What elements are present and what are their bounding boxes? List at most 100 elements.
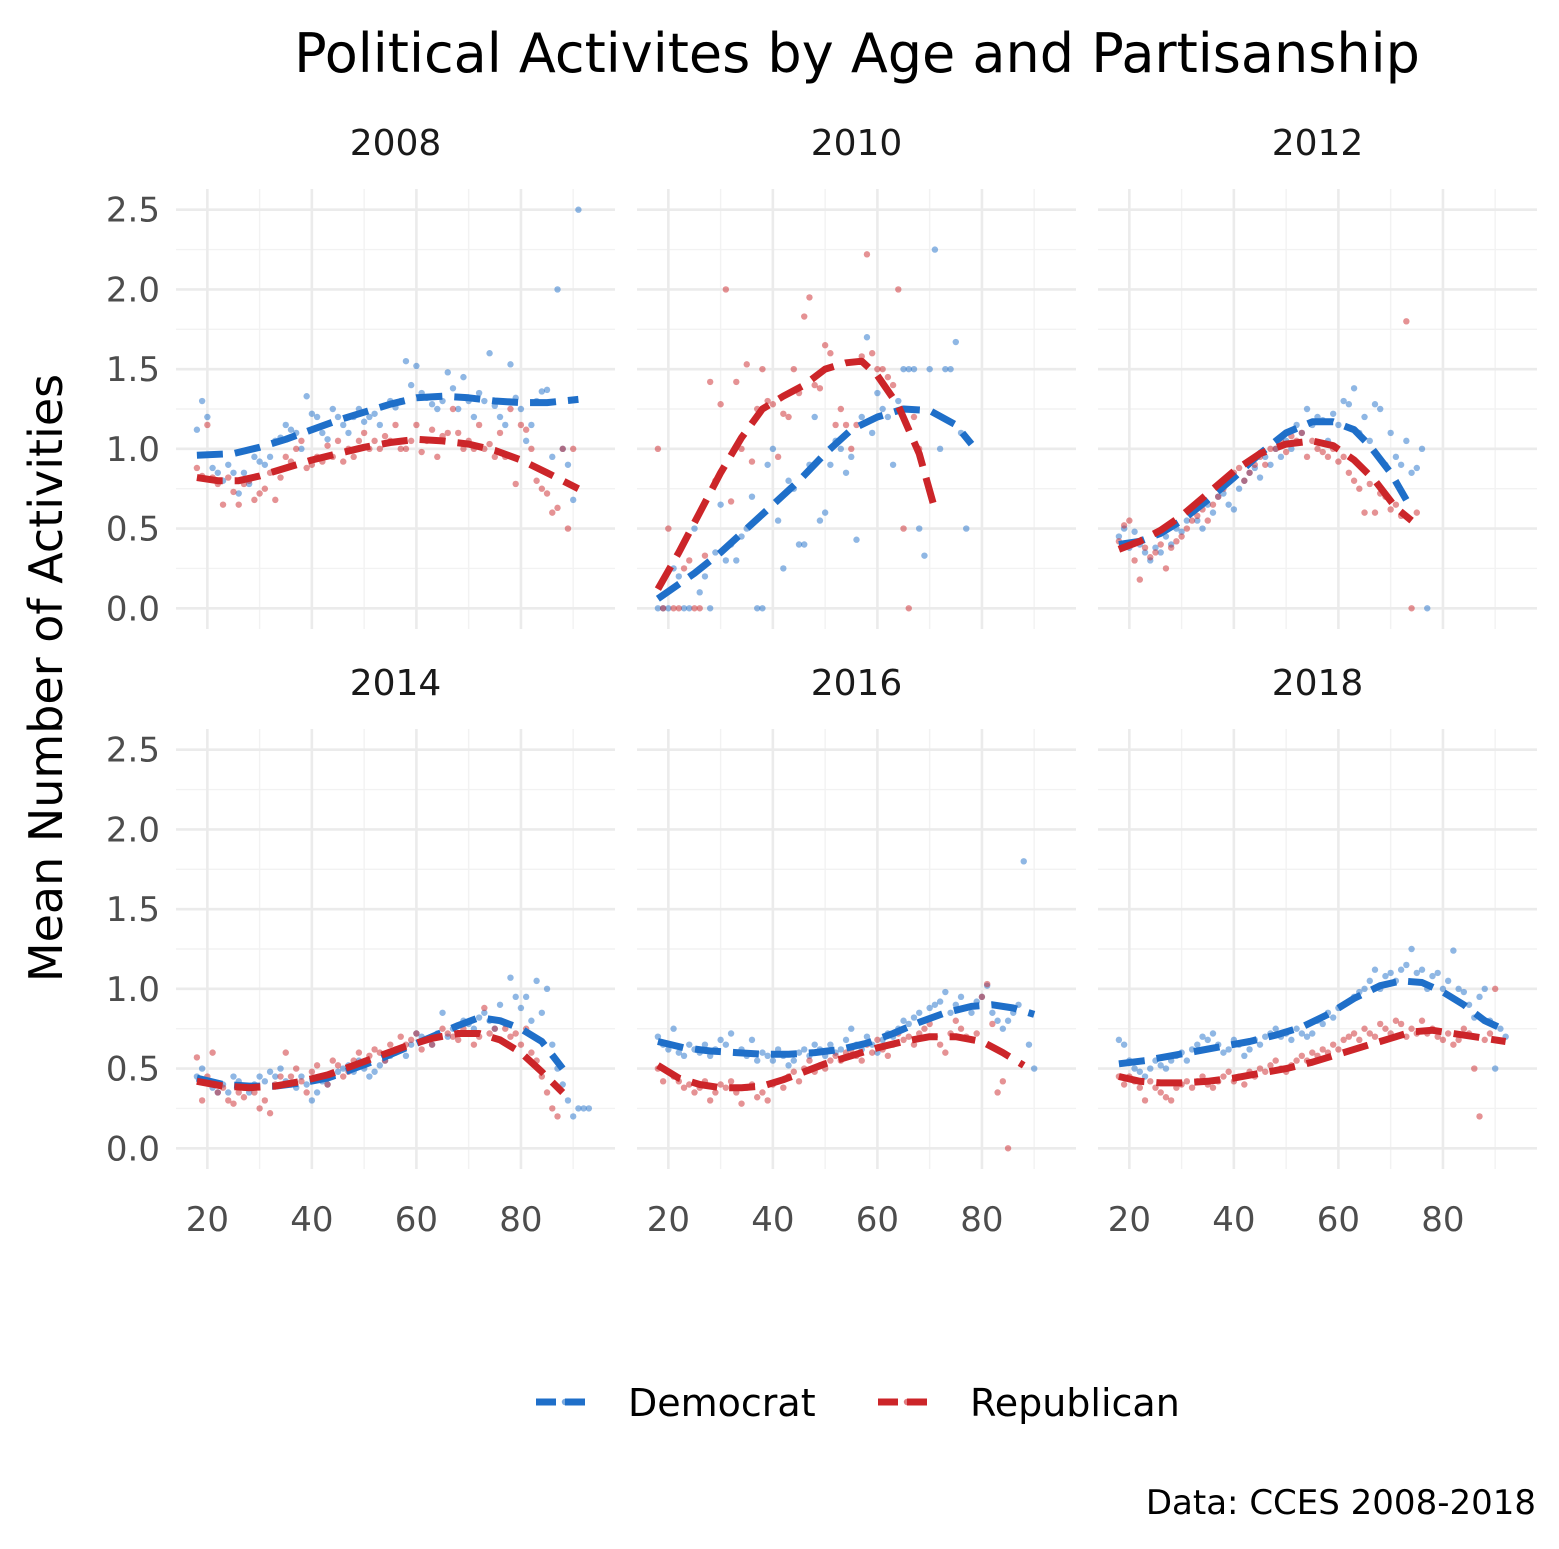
facet-panel-2012: 2012 — [1098, 123, 1537, 629]
data-point-democrat — [319, 429, 326, 437]
data-point-democrat — [1004, 1017, 1012, 1024]
data-point-democrat — [475, 1014, 483, 1021]
data-point-republican — [303, 1089, 310, 1096]
data-point-democrat — [376, 1062, 384, 1069]
data-point-democrat — [900, 365, 907, 373]
data-point-democrat — [324, 436, 331, 443]
data-point-republican — [240, 1094, 248, 1101]
data-point-republican — [1356, 485, 1363, 492]
data-point-democrat — [1429, 972, 1436, 980]
data-point-democrat — [554, 286, 561, 293]
data-point-republican — [900, 1036, 907, 1044]
data-point-republican — [743, 361, 750, 368]
data-point-democrat — [790, 1057, 797, 1064]
data-point-democrat — [1288, 1036, 1295, 1044]
data-point-republican — [225, 1097, 232, 1104]
facet-panel-2016: 2016 20 40 60 80 — [637, 663, 1076, 1240]
data-point-republican — [1476, 1113, 1483, 1120]
legend-label: Democrat — [628, 1381, 816, 1425]
data-point-republican — [712, 1089, 719, 1096]
data-point-democrat — [795, 541, 803, 548]
data-point-republican — [340, 458, 347, 465]
data-point-democrat — [1131, 528, 1138, 535]
data-point-republican — [696, 605, 703, 612]
data-point-democrat — [686, 605, 693, 612]
data-point-democrat — [1256, 1041, 1264, 1048]
data-point-democrat — [895, 397, 902, 405]
data-point-democrat — [569, 496, 577, 504]
data-point-republican — [282, 1049, 289, 1056]
data-point-republican — [706, 378, 714, 386]
data-point-republican — [1183, 525, 1191, 532]
data-point-republican — [1183, 1078, 1191, 1085]
data-point-democrat — [564, 1097, 572, 1104]
data-point-republican — [1309, 1049, 1316, 1056]
data-point-democrat — [1225, 1046, 1232, 1053]
data-point-republican — [827, 350, 834, 357]
data-point-republican — [701, 552, 709, 559]
data-point-democrat — [1199, 525, 1206, 532]
data-point-democrat — [952, 338, 959, 346]
data-point-republican — [811, 381, 818, 389]
data-point-republican — [261, 485, 269, 492]
data-point-republican — [554, 504, 561, 512]
data-point-democrat — [1387, 429, 1394, 437]
data-point-democrat — [754, 605, 761, 612]
data-point-republican — [659, 1078, 667, 1085]
data-point-republican — [1147, 554, 1154, 561]
data-point-republican — [449, 1033, 457, 1040]
data-point-democrat — [193, 426, 201, 433]
data-point-democrat — [1209, 509, 1217, 516]
data-point-republican — [790, 1068, 797, 1075]
data-point-democrat — [759, 605, 766, 612]
data-point-democrat — [407, 381, 415, 389]
data-point-democrat — [1329, 410, 1337, 417]
data-point-republican — [1340, 453, 1347, 461]
data-point-republican — [821, 342, 829, 349]
data-point-democrat — [1335, 421, 1342, 429]
data-point-republican — [874, 1036, 881, 1044]
data-point-democrat — [936, 445, 944, 453]
data-point-democrat — [931, 1001, 939, 1008]
data-point-democrat — [1183, 517, 1191, 524]
data-point-republican — [225, 474, 232, 481]
data-point-republican — [392, 421, 399, 429]
facet-panel-2018: 2018 20 40 60 80 — [1098, 663, 1537, 1240]
data-point-republican — [889, 381, 897, 389]
data-point-republican — [350, 453, 357, 461]
data-point-republican — [1188, 1084, 1196, 1091]
data-point-republican — [1167, 1097, 1175, 1104]
data-point-republican — [1392, 501, 1400, 508]
data-point-republican — [1329, 1041, 1337, 1048]
data-point-democrat — [785, 477, 792, 484]
data-point-democrat — [313, 413, 321, 421]
data-point-republican — [801, 313, 808, 320]
data-point-republican — [282, 453, 289, 461]
y-tick-label: 2.5 — [106, 731, 160, 771]
data-point-democrat — [821, 509, 829, 516]
data-point-democrat — [1444, 977, 1452, 985]
data-point-democrat — [863, 1033, 871, 1040]
data-point-democrat — [931, 246, 939, 253]
data-point-democrat — [1361, 985, 1368, 993]
data-point-republican — [1319, 1046, 1326, 1053]
data-point-democrat — [1188, 1046, 1196, 1053]
data-point-democrat — [1403, 961, 1410, 969]
data-point-democrat — [460, 373, 467, 381]
data-point-republican — [1241, 1081, 1248, 1088]
data-point-republican — [691, 1089, 698, 1096]
data-point-republican — [1136, 1084, 1144, 1091]
data-point-republican — [512, 480, 519, 488]
data-point-democrat — [1434, 969, 1441, 977]
data-point-republican — [868, 1049, 876, 1056]
data-point-republican — [1256, 1065, 1264, 1072]
data-point-democrat — [298, 445, 305, 453]
data-point-republican — [486, 1030, 493, 1037]
data-point-democrat — [256, 1073, 263, 1080]
data-point-democrat — [1366, 437, 1373, 445]
data-point-democrat — [1220, 1049, 1227, 1056]
data-point-democrat — [1303, 405, 1311, 413]
y-tick-label: 1.0 — [106, 430, 160, 470]
data-point-republican — [1225, 1068, 1232, 1075]
data-point-democrat — [204, 413, 211, 421]
